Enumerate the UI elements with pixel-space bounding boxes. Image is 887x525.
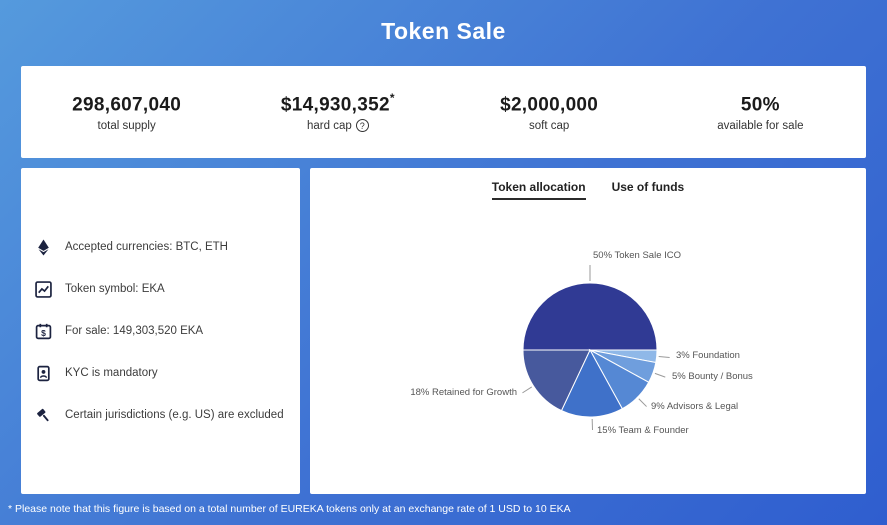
chart-icon: [35, 280, 53, 298]
pie-slice-4: [560, 348, 623, 418]
allocation-panel: Token allocation Use of funds 50% Token …: [310, 168, 866, 494]
pie-leader-line-5: [522, 386, 533, 394]
stat-label: available for sale: [717, 119, 804, 132]
svg-text:$: $: [41, 327, 46, 337]
calendar-dollar-icon: $: [35, 322, 53, 340]
pie-label-foundation: 3% Foundation: [676, 350, 740, 361]
stat-value: 298,607,040: [72, 94, 182, 116]
pie-chart: [522, 265, 670, 430]
stat-value: 50%: [740, 94, 780, 116]
gavel-icon: [35, 406, 53, 424]
pie-slice-5: [522, 349, 591, 412]
detail-text: For sale: 149,303,520 EKA: [65, 325, 204, 337]
tab-bar: Token allocation Use of funds: [310, 168, 866, 200]
pie-chart-area: 50% Token Sale ICO 3% Foundation 5% Boun…: [310, 200, 866, 492]
pie-label-team-founder: 15% Team & Founder: [597, 425, 689, 436]
list-item: $ For sale: 149,303,520 EKA: [35, 322, 286, 340]
pie-leader-line-1: [658, 355, 670, 359]
list-item: Accepted currencies: BTC, ETH: [35, 238, 286, 256]
stats-card: 298,607,040 total supply $14,930,352* ha…: [21, 66, 866, 158]
exchange-rate-footnote: * Please note that this figure is based …: [8, 503, 571, 515]
stat-value: $2,000,000: [500, 94, 599, 116]
stat-label: hard cap ?: [307, 119, 369, 133]
pie-label-advisors-legal: 9% Advisors & Legal: [651, 401, 739, 412]
stat-label: total supply: [97, 119, 156, 132]
list-item: Certain jurisdictions (e.g. US) are excl…: [35, 406, 286, 424]
tab-token-allocation[interactable]: Token allocation: [491, 180, 586, 200]
detail-text: KYC is mandatory: [65, 367, 158, 379]
tab-use-of-funds[interactable]: Use of funds: [611, 180, 685, 194]
stat-total-supply: 298,607,040 total supply: [21, 66, 232, 158]
list-item: KYC is mandatory: [35, 364, 286, 382]
detail-text: Accepted currencies: BTC, ETH: [65, 241, 228, 253]
pie-label-retained-for-growth: 18% Retained for Growth: [410, 387, 517, 398]
detail-text: Certain jurisdictions (e.g. US) are excl…: [65, 409, 284, 421]
pie-label-bounty-bonus: 5% Bounty / Bonus: [672, 371, 753, 382]
stat-soft-cap: $2,000,000 soft cap: [444, 66, 655, 158]
token-details-panel: Accepted currencies: BTC, ETH Token symb…: [21, 168, 300, 494]
pie-slice-0: [522, 282, 658, 351]
stat-value: $14,930,352*: [280, 90, 395, 116]
page-title: Token Sale: [381, 18, 506, 44]
stat-label: soft cap: [528, 119, 570, 132]
id-badge-icon: [35, 364, 53, 382]
pie-leader-line-3: [638, 398, 647, 407]
detail-text: Token symbol: EKA: [65, 283, 165, 295]
list-item: Token symbol: EKA: [35, 280, 286, 298]
help-icon[interactable]: ?: [355, 119, 369, 133]
ethereum-icon: [35, 238, 53, 256]
stat-hard-cap: $14,930,352* hard cap ?: [232, 66, 443, 158]
stat-available-for-sale: 50% available for sale: [655, 66, 866, 158]
pie-leader-line-2: [654, 372, 666, 378]
pie-label-token-sale-ico: 50% Token Sale ICO: [593, 250, 682, 261]
